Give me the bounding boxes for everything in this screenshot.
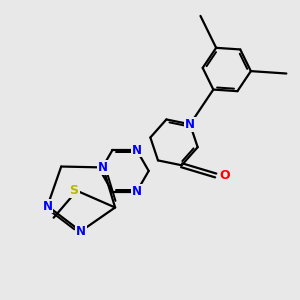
Text: N: N [43,200,52,212]
Text: N: N [132,143,142,157]
Text: O: O [219,169,230,182]
Text: N: N [132,185,142,198]
Text: N: N [185,118,195,131]
Text: N: N [98,161,108,174]
Text: S: S [70,184,79,197]
Text: N: N [76,225,86,238]
